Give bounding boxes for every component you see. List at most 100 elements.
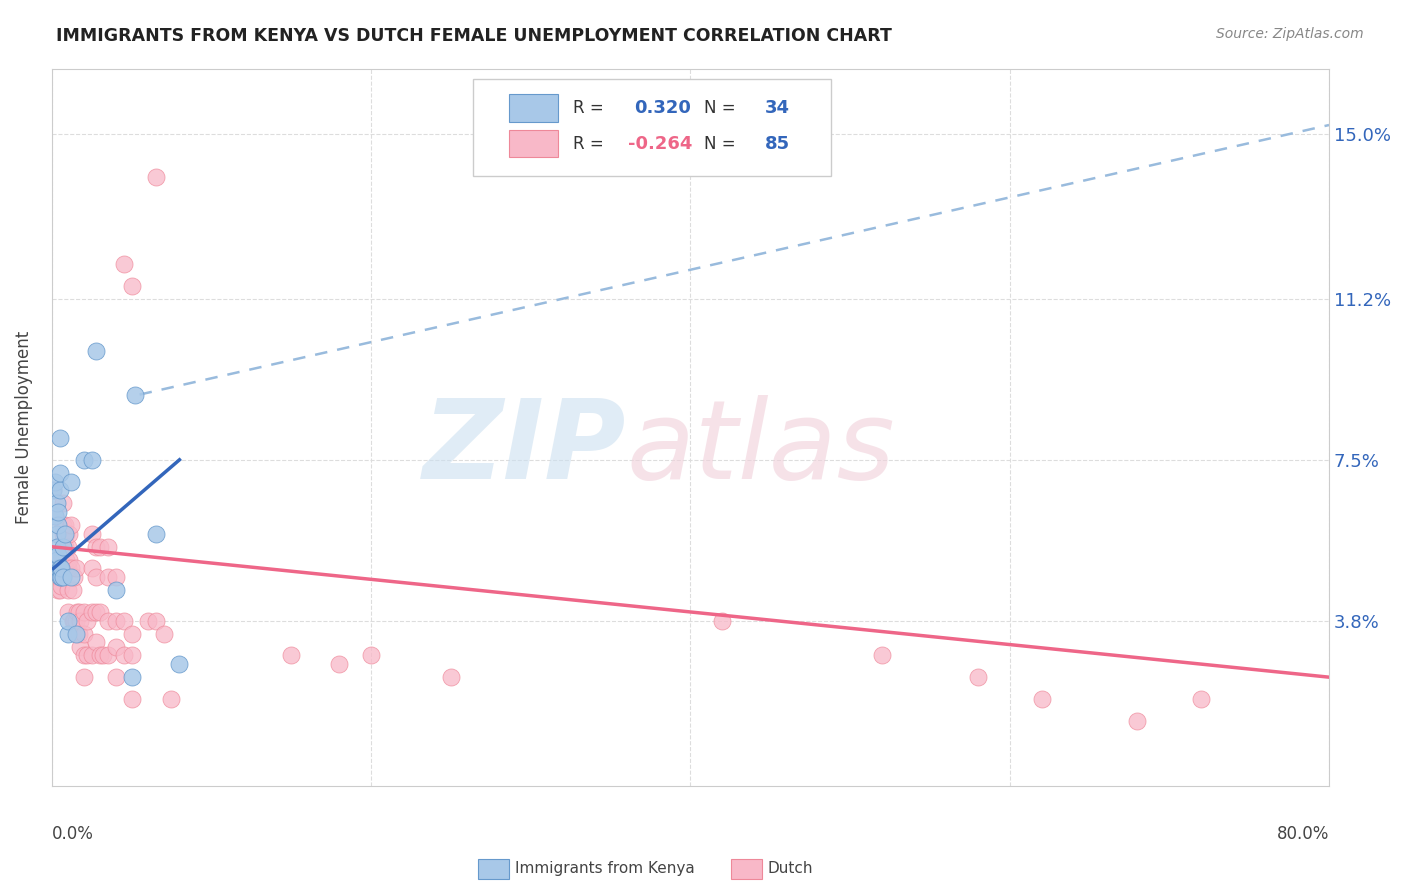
Point [48, 570, 70, 584]
Point [104, 614, 127, 628]
Point [58, 526, 80, 541]
Point [52, 496, 75, 510]
Point [53, 561, 76, 575]
Point [51, 570, 73, 584]
Point [80, 648, 103, 663]
Point [48, 583, 70, 598]
Point [53, 518, 76, 533]
Point [48, 466, 70, 480]
Point [51, 561, 73, 575]
Point [66, 605, 89, 619]
Point [45, 570, 67, 584]
Text: 34: 34 [765, 99, 789, 117]
Point [97, 648, 120, 663]
Point [89, 648, 111, 663]
Text: 80.0%: 80.0% [1277, 825, 1329, 843]
Text: N =: N = [704, 135, 741, 153]
Text: R =: R = [572, 135, 609, 153]
Text: N =: N = [704, 99, 741, 117]
Point [52, 526, 75, 541]
Point [42, 483, 65, 498]
Point [80, 605, 103, 619]
Point [45, 526, 67, 541]
Point [73, 605, 96, 619]
Point [328, 657, 350, 672]
Text: IMMIGRANTS FROM KENYA VS DUTCH FEMALE UNEMPLOYMENT CORRELATION CHART: IMMIGRANTS FROM KENYA VS DUTCH FEMALE UN… [56, 27, 893, 45]
Point [69, 614, 91, 628]
Point [46, 561, 69, 575]
Point [52, 570, 75, 584]
Point [52, 540, 75, 554]
FancyBboxPatch shape [509, 130, 558, 158]
Point [104, 640, 127, 654]
Point [56, 540, 79, 554]
Point [360, 648, 382, 663]
Point [73, 648, 96, 663]
Point [48, 570, 70, 584]
Point [58, 553, 80, 567]
Point [55, 526, 77, 541]
Point [53, 526, 76, 541]
Point [44, 475, 66, 489]
Point [53, 526, 76, 541]
Point [46, 583, 69, 598]
Point [145, 614, 167, 628]
Point [65, 626, 87, 640]
Point [112, 257, 135, 271]
Point [69, 640, 91, 654]
Point [73, 452, 96, 467]
Text: Source: ZipAtlas.com: Source: ZipAtlas.com [1216, 27, 1364, 41]
Point [112, 648, 135, 663]
Point [48, 431, 70, 445]
Point [52, 540, 75, 554]
Point [160, 692, 183, 706]
Text: -0.264: -0.264 [628, 135, 692, 153]
Point [51, 570, 73, 584]
Point [86, 344, 108, 359]
Point [46, 505, 69, 519]
Point [89, 605, 111, 619]
Point [51, 549, 73, 563]
Point [966, 670, 988, 684]
Point [42, 483, 65, 498]
FancyBboxPatch shape [474, 79, 831, 176]
Point [280, 648, 302, 663]
Point [121, 626, 143, 640]
Point [76, 614, 98, 628]
Point [51, 561, 73, 575]
Text: 0.0%: 0.0% [52, 825, 94, 843]
Point [121, 648, 143, 663]
Point [44, 509, 66, 524]
Point [86, 570, 108, 584]
Point [53, 540, 76, 554]
Point [86, 635, 108, 649]
Point [59, 518, 82, 533]
Point [56, 614, 79, 628]
Text: R =: R = [572, 99, 609, 117]
Point [59, 561, 82, 575]
Point [104, 670, 127, 684]
Point [48, 561, 70, 575]
Point [124, 387, 146, 401]
Point [145, 170, 167, 185]
Point [46, 553, 69, 567]
Point [45, 553, 67, 567]
Point [48, 561, 70, 575]
Point [48, 483, 70, 498]
Point [48, 553, 70, 567]
Point [63, 570, 86, 584]
Point [52, 518, 75, 533]
Point [62, 614, 84, 628]
Point [63, 614, 86, 628]
Point [104, 583, 127, 598]
Point [46, 549, 69, 563]
Text: Immigrants from Kenya: Immigrants from Kenya [515, 862, 695, 876]
Point [55, 553, 77, 567]
Point [121, 670, 143, 684]
Text: 85: 85 [765, 135, 790, 153]
Point [59, 570, 82, 584]
Point [870, 648, 893, 663]
Point [1031, 692, 1053, 706]
Point [45, 496, 67, 510]
Point [1126, 714, 1149, 728]
